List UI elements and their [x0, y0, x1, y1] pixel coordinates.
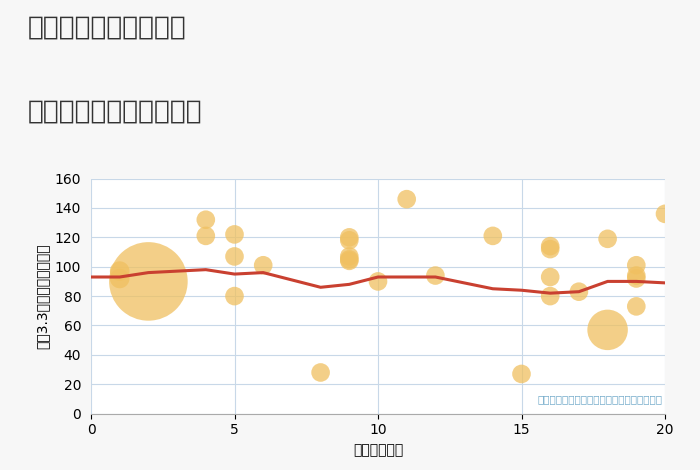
Point [430, 272, 441, 279]
Point [344, 236, 355, 244]
Point [631, 261, 642, 269]
Point [229, 292, 240, 300]
X-axis label: 駅距離（分）: 駅距離（分） [353, 443, 403, 457]
Point [631, 274, 642, 282]
Point [200, 232, 211, 240]
Point [545, 245, 556, 253]
Point [487, 232, 498, 240]
Text: 駅距離別中古戸建て価格: 駅距離別中古戸建て価格 [28, 99, 202, 125]
Point [229, 253, 240, 260]
Text: 千葉県成田市多良貝の: 千葉県成田市多良貝の [28, 14, 187, 40]
Point [114, 267, 125, 275]
Point [516, 370, 527, 378]
Point [545, 292, 556, 300]
Point [258, 261, 269, 269]
Point [631, 272, 642, 279]
Point [573, 288, 584, 296]
Point [344, 256, 355, 263]
Point [143, 278, 154, 285]
Point [200, 216, 211, 224]
Point [114, 274, 125, 282]
Point [602, 326, 613, 334]
Point [344, 234, 355, 241]
Point [631, 303, 642, 310]
Point [315, 368, 326, 376]
Point [545, 273, 556, 281]
Point [545, 243, 556, 250]
Point [659, 210, 671, 218]
Point [344, 257, 355, 265]
Point [401, 196, 412, 203]
Point [344, 253, 355, 260]
Text: 円の大きさは、取引のあった物件面積を示す: 円の大きさは、取引のあった物件面積を示す [537, 394, 662, 404]
Point [372, 278, 384, 285]
Point [229, 231, 240, 238]
Y-axis label: 坪（3.3㎡）単価（万円）: 坪（3.3㎡）単価（万円） [35, 243, 49, 349]
Point [602, 235, 613, 243]
